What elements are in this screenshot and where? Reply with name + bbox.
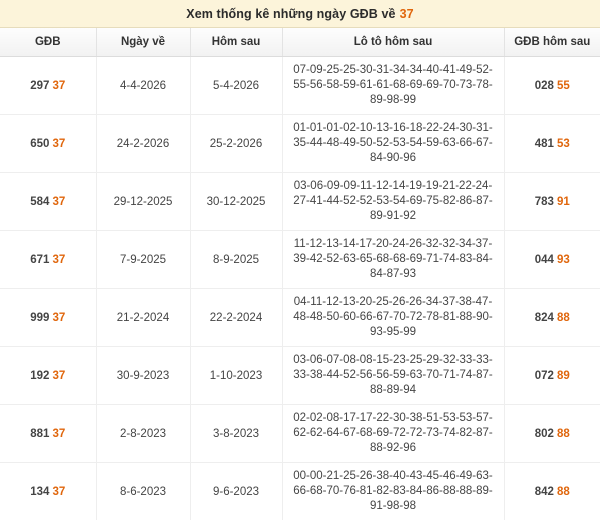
gdb-next-tail: 88 (557, 428, 570, 440)
cell-loto-next-day: 00-00-21-25-26-38-40-43-45-46-49-63-66-6… (282, 463, 504, 520)
gdb-head: 192 (30, 370, 49, 382)
cell-date: 29-12-2025 (96, 173, 190, 231)
cell-next-date: 25-2-2026 (190, 115, 282, 173)
cell-loto-next-day: 03-06-09-09-11-12-14-19-19-21-22-24-27-4… (282, 173, 504, 231)
cell-date: 8-6-2023 (96, 463, 190, 520)
gdb-next-tail: 53 (557, 138, 570, 150)
cell-date: 21-2-2024 (96, 289, 190, 347)
cell-loto-next-day: 07-09-25-25-30-31-34-34-40-41-49-52-55-5… (282, 57, 504, 115)
gdb-tail: 37 (52, 486, 65, 498)
gdb-next-tail: 55 (557, 80, 570, 92)
gdb-tail: 37 (52, 138, 65, 150)
gdb-head: 881 (30, 428, 49, 440)
column-header-date: Ngày về (96, 28, 190, 57)
cell-date: 30-9-2023 (96, 347, 190, 405)
column-header-gdb-next-day: GĐB hôm sau (504, 28, 600, 57)
cell-date: 2-8-2023 (96, 405, 190, 463)
gdb-tail: 37 (52, 254, 65, 266)
cell-next-date: 1-10-2023 (190, 347, 282, 405)
column-header-loto-next-day: Lô tô hôm sau (282, 28, 504, 57)
cell-date: 7-9-2025 (96, 231, 190, 289)
gdb-head: 584 (30, 196, 49, 208)
gdb-next-head: 842 (535, 486, 554, 498)
statistics-table: GĐB Ngày về Hôm sau Lô tô hôm sau GĐB hô… (0, 28, 600, 520)
gdb-next-head: 072 (535, 370, 554, 382)
gdb-tail: 37 (52, 80, 65, 92)
cell-loto-next-day: 11-12-13-14-17-20-24-26-32-32-34-37-39-4… (282, 231, 504, 289)
gdb-next-tail: 89 (557, 370, 570, 382)
gdb-tail: 37 (52, 196, 65, 208)
cell-next-date: 3-8-2023 (190, 405, 282, 463)
gdb-next-head: 481 (535, 138, 554, 150)
gdb-head: 650 (30, 138, 49, 150)
column-header-gdb: GĐB (0, 28, 96, 57)
gdb-next-tail: 91 (557, 196, 570, 208)
gdb-next-head: 824 (535, 312, 554, 324)
cell-next-date: 22-2-2024 (190, 289, 282, 347)
gdb-next-tail: 88 (557, 312, 570, 324)
gdb-tail: 37 (52, 370, 65, 382)
gdb-next-head: 783 (535, 196, 554, 208)
gdb-head: 999 (30, 312, 49, 324)
column-header-next-day: Hôm sau (190, 28, 282, 57)
cell-date: 4-4-2026 (96, 57, 190, 115)
cell-date: 24-2-2026 (96, 115, 190, 173)
cell-next-date: 5-4-2026 (190, 57, 282, 115)
cell-loto-next-day: 02-02-08-17-17-22-30-38-51-53-53-57-62-6… (282, 405, 504, 463)
cell-loto-next-day: 04-11-12-13-20-25-26-26-34-37-38-47-48-4… (282, 289, 504, 347)
statistics-panel: Xem thống kê những ngày GĐB về 37 GĐB Ng… (0, 0, 600, 460)
gdb-next-tail: 88 (557, 486, 570, 498)
cell-next-date: 30-12-2025 (190, 173, 282, 231)
gdb-tail: 37 (52, 312, 65, 324)
gdb-head: 671 (30, 254, 49, 266)
table-header: GĐB Ngày về Hôm sau Lô tô hôm sau GĐB hô… (0, 28, 600, 57)
page-title-highlight: 37 (400, 7, 414, 21)
cell-loto-next-day: 01-01-01-02-10-13-16-18-22-24-30-31-35-4… (282, 115, 504, 173)
gdb-next-tail: 93 (557, 254, 570, 266)
gdb-next-head: 802 (535, 428, 554, 440)
cell-next-date: 9-6-2023 (190, 463, 282, 520)
cell-next-date: 8-9-2025 (190, 231, 282, 289)
gdb-head: 134 (30, 486, 49, 498)
page-title: Xem thống kê những ngày GĐB về 37 (0, 0, 600, 28)
page-title-text: Xem thống kê những ngày GĐB về (186, 7, 395, 21)
cell-loto-next-day: 03-06-07-08-08-15-23-25-29-32-33-33-33-3… (282, 347, 504, 405)
gdb-tail: 37 (52, 428, 65, 440)
gdb-next-head: 028 (535, 80, 554, 92)
gdb-next-head: 044 (535, 254, 554, 266)
table-header-row: GĐB Ngày về Hôm sau Lô tô hôm sau GĐB hô… (0, 28, 600, 57)
gdb-head: 297 (30, 80, 49, 92)
